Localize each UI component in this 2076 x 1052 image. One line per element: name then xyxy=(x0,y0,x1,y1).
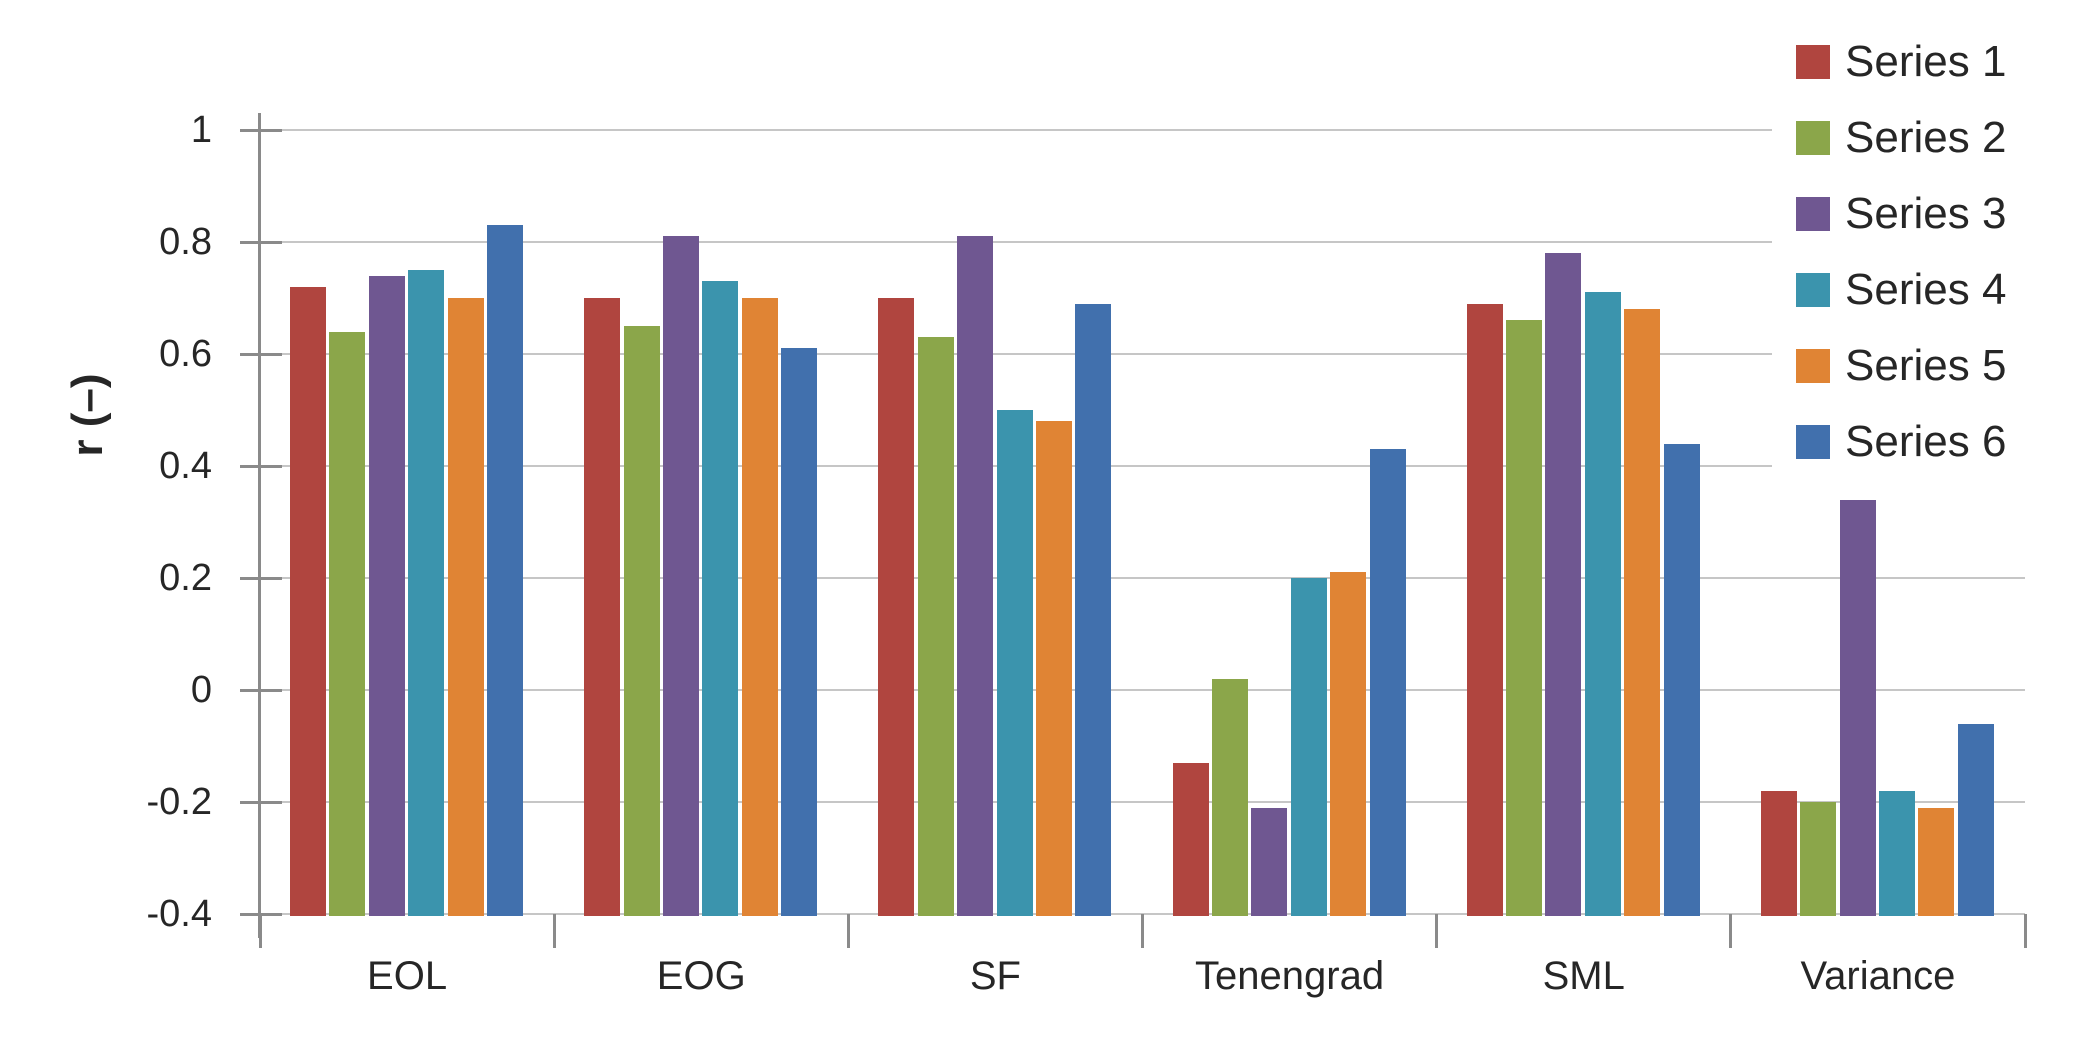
bar-sf-series-5 xyxy=(1035,421,1072,916)
gridline-1 xyxy=(260,129,2025,131)
bar-sml-series-3 xyxy=(1545,253,1582,916)
legend-entry-series-3: Series 3 xyxy=(1772,176,2072,252)
y-axis-tick xyxy=(240,128,282,132)
legend-label-series-2: Series 2 xyxy=(1845,113,2007,162)
legend-swatch-series-5-icon xyxy=(1796,349,1830,383)
x-category-label-eog: EOG xyxy=(656,954,746,998)
bar-sml-series-6 xyxy=(1663,443,1700,916)
y-axis-line xyxy=(258,113,261,938)
bar-eol-series-5 xyxy=(447,298,484,916)
bar-sml-series-1 xyxy=(1466,303,1503,916)
x-category-label-sf: SF xyxy=(969,954,1021,998)
gridline-0.8 xyxy=(260,241,2025,243)
x-axis-tick xyxy=(1435,914,1439,948)
y-tick-label: 0.8 xyxy=(159,221,212,263)
bar-variance-series-5 xyxy=(1918,807,1955,916)
bar-sf-series-3 xyxy=(957,236,994,916)
y-tick-label: -0.2 xyxy=(146,781,212,823)
bar-sml-series-2 xyxy=(1506,320,1543,916)
gridline-0 xyxy=(260,689,2025,691)
bar-eog-series-6 xyxy=(781,348,818,916)
bar-eog-series-5 xyxy=(741,298,778,916)
x-axis-tick xyxy=(552,914,556,948)
y-axis-tick xyxy=(240,688,282,692)
x-axis-tick xyxy=(258,914,262,948)
legend-entry-series-2: Series 2 xyxy=(1772,100,2072,176)
y-axis-tick xyxy=(240,576,282,580)
y-tick-label: 1 xyxy=(190,109,212,151)
bar-variance-series-3 xyxy=(1839,499,1876,916)
y-tick-label: -0.4 xyxy=(146,893,212,935)
bar-sml-series-5 xyxy=(1624,309,1661,916)
bar-variance-series-6 xyxy=(1957,723,1994,916)
y-tick-label: 0.4 xyxy=(159,445,212,487)
y-tick-label: 0 xyxy=(190,669,212,711)
legend-label-series-6: Series 6 xyxy=(1845,417,2007,466)
bar-variance-series-2 xyxy=(1800,802,1837,916)
bar-eol-series-2 xyxy=(329,331,366,916)
bar-eog-series-2 xyxy=(623,326,660,916)
legend-swatch-series-2-icon xyxy=(1796,121,1830,155)
legend-entry-series-5: Series 5 xyxy=(1772,328,2072,404)
x-category-label-tenengrad: Tenengrad xyxy=(1195,954,1385,998)
y-axis-tick xyxy=(240,352,282,356)
bar-variance-series-1 xyxy=(1760,790,1797,916)
legend-label-series-1: Series 1 xyxy=(1845,37,2007,86)
bar-tenengrad-series-3 xyxy=(1251,807,1288,916)
legend-swatch-series-1-icon xyxy=(1796,45,1830,79)
gridline-0.2 xyxy=(260,577,2025,579)
legend-entry-series-1: Series 1 xyxy=(1772,24,2072,100)
bar-tenengrad-series-6 xyxy=(1369,449,1406,916)
bar-tenengrad-series-1 xyxy=(1172,762,1209,916)
bar-sf-series-6 xyxy=(1075,303,1112,916)
legend-swatch-series-6-icon xyxy=(1796,425,1830,459)
legend-entry-series-4: Series 4 xyxy=(1772,252,2072,328)
bar-eol-series-1 xyxy=(290,286,326,916)
gridline-0.6 xyxy=(260,353,2025,355)
y-axis-tick xyxy=(240,800,282,804)
bar-sf-series-1 xyxy=(878,298,915,916)
bar-sf-series-2 xyxy=(917,337,954,916)
bar-variance-series-4 xyxy=(1879,790,1916,916)
bar-eog-series-3 xyxy=(662,236,699,916)
x-axis-tick xyxy=(846,914,850,948)
legend-label-series-4: Series 4 xyxy=(1845,265,2007,314)
bar-sf-series-4 xyxy=(996,410,1033,916)
gridline--0.2 xyxy=(260,801,2025,803)
x-axis-tick xyxy=(1729,914,1733,948)
legend-label-series-3: Series 3 xyxy=(1845,189,2007,238)
legend: Series 1 Series 2 Series 3 Series 4 Series 5… xyxy=(1772,24,2072,484)
y-tick-label: 0.6 xyxy=(159,333,212,375)
x-category-label-sml: SML xyxy=(1542,954,1625,998)
bar-eol-series-6 xyxy=(487,225,523,916)
bar-sml-series-4 xyxy=(1584,292,1621,916)
x-axis-tick xyxy=(1141,914,1144,948)
y-axis-tick xyxy=(240,240,282,244)
legend-label-series-5: Series 5 xyxy=(1845,341,2007,390)
legend-swatch-series-4-icon xyxy=(1796,273,1830,307)
x-category-label-variance: Variance xyxy=(1800,954,1956,998)
gridline-0.4 xyxy=(260,465,2025,467)
legend-entry-series-6: Series 6 xyxy=(1772,404,2072,480)
legend-swatch-series-3-icon xyxy=(1796,197,1830,231)
x-axis-tick xyxy=(2023,914,2027,948)
y-tick-label: 0.2 xyxy=(159,557,212,599)
bar-eol-series-4 xyxy=(408,270,445,916)
bar-eog-series-4 xyxy=(702,281,739,916)
bar-eol-series-3 xyxy=(368,275,405,916)
bar-eog-series-1 xyxy=(584,298,621,916)
x-category-label-eol: EOL xyxy=(367,954,448,998)
bar-tenengrad-series-4 xyxy=(1290,578,1327,916)
y-axis-tick xyxy=(240,464,282,468)
bar-tenengrad-series-2 xyxy=(1211,678,1248,916)
bar-tenengrad-series-5 xyxy=(1330,572,1367,916)
